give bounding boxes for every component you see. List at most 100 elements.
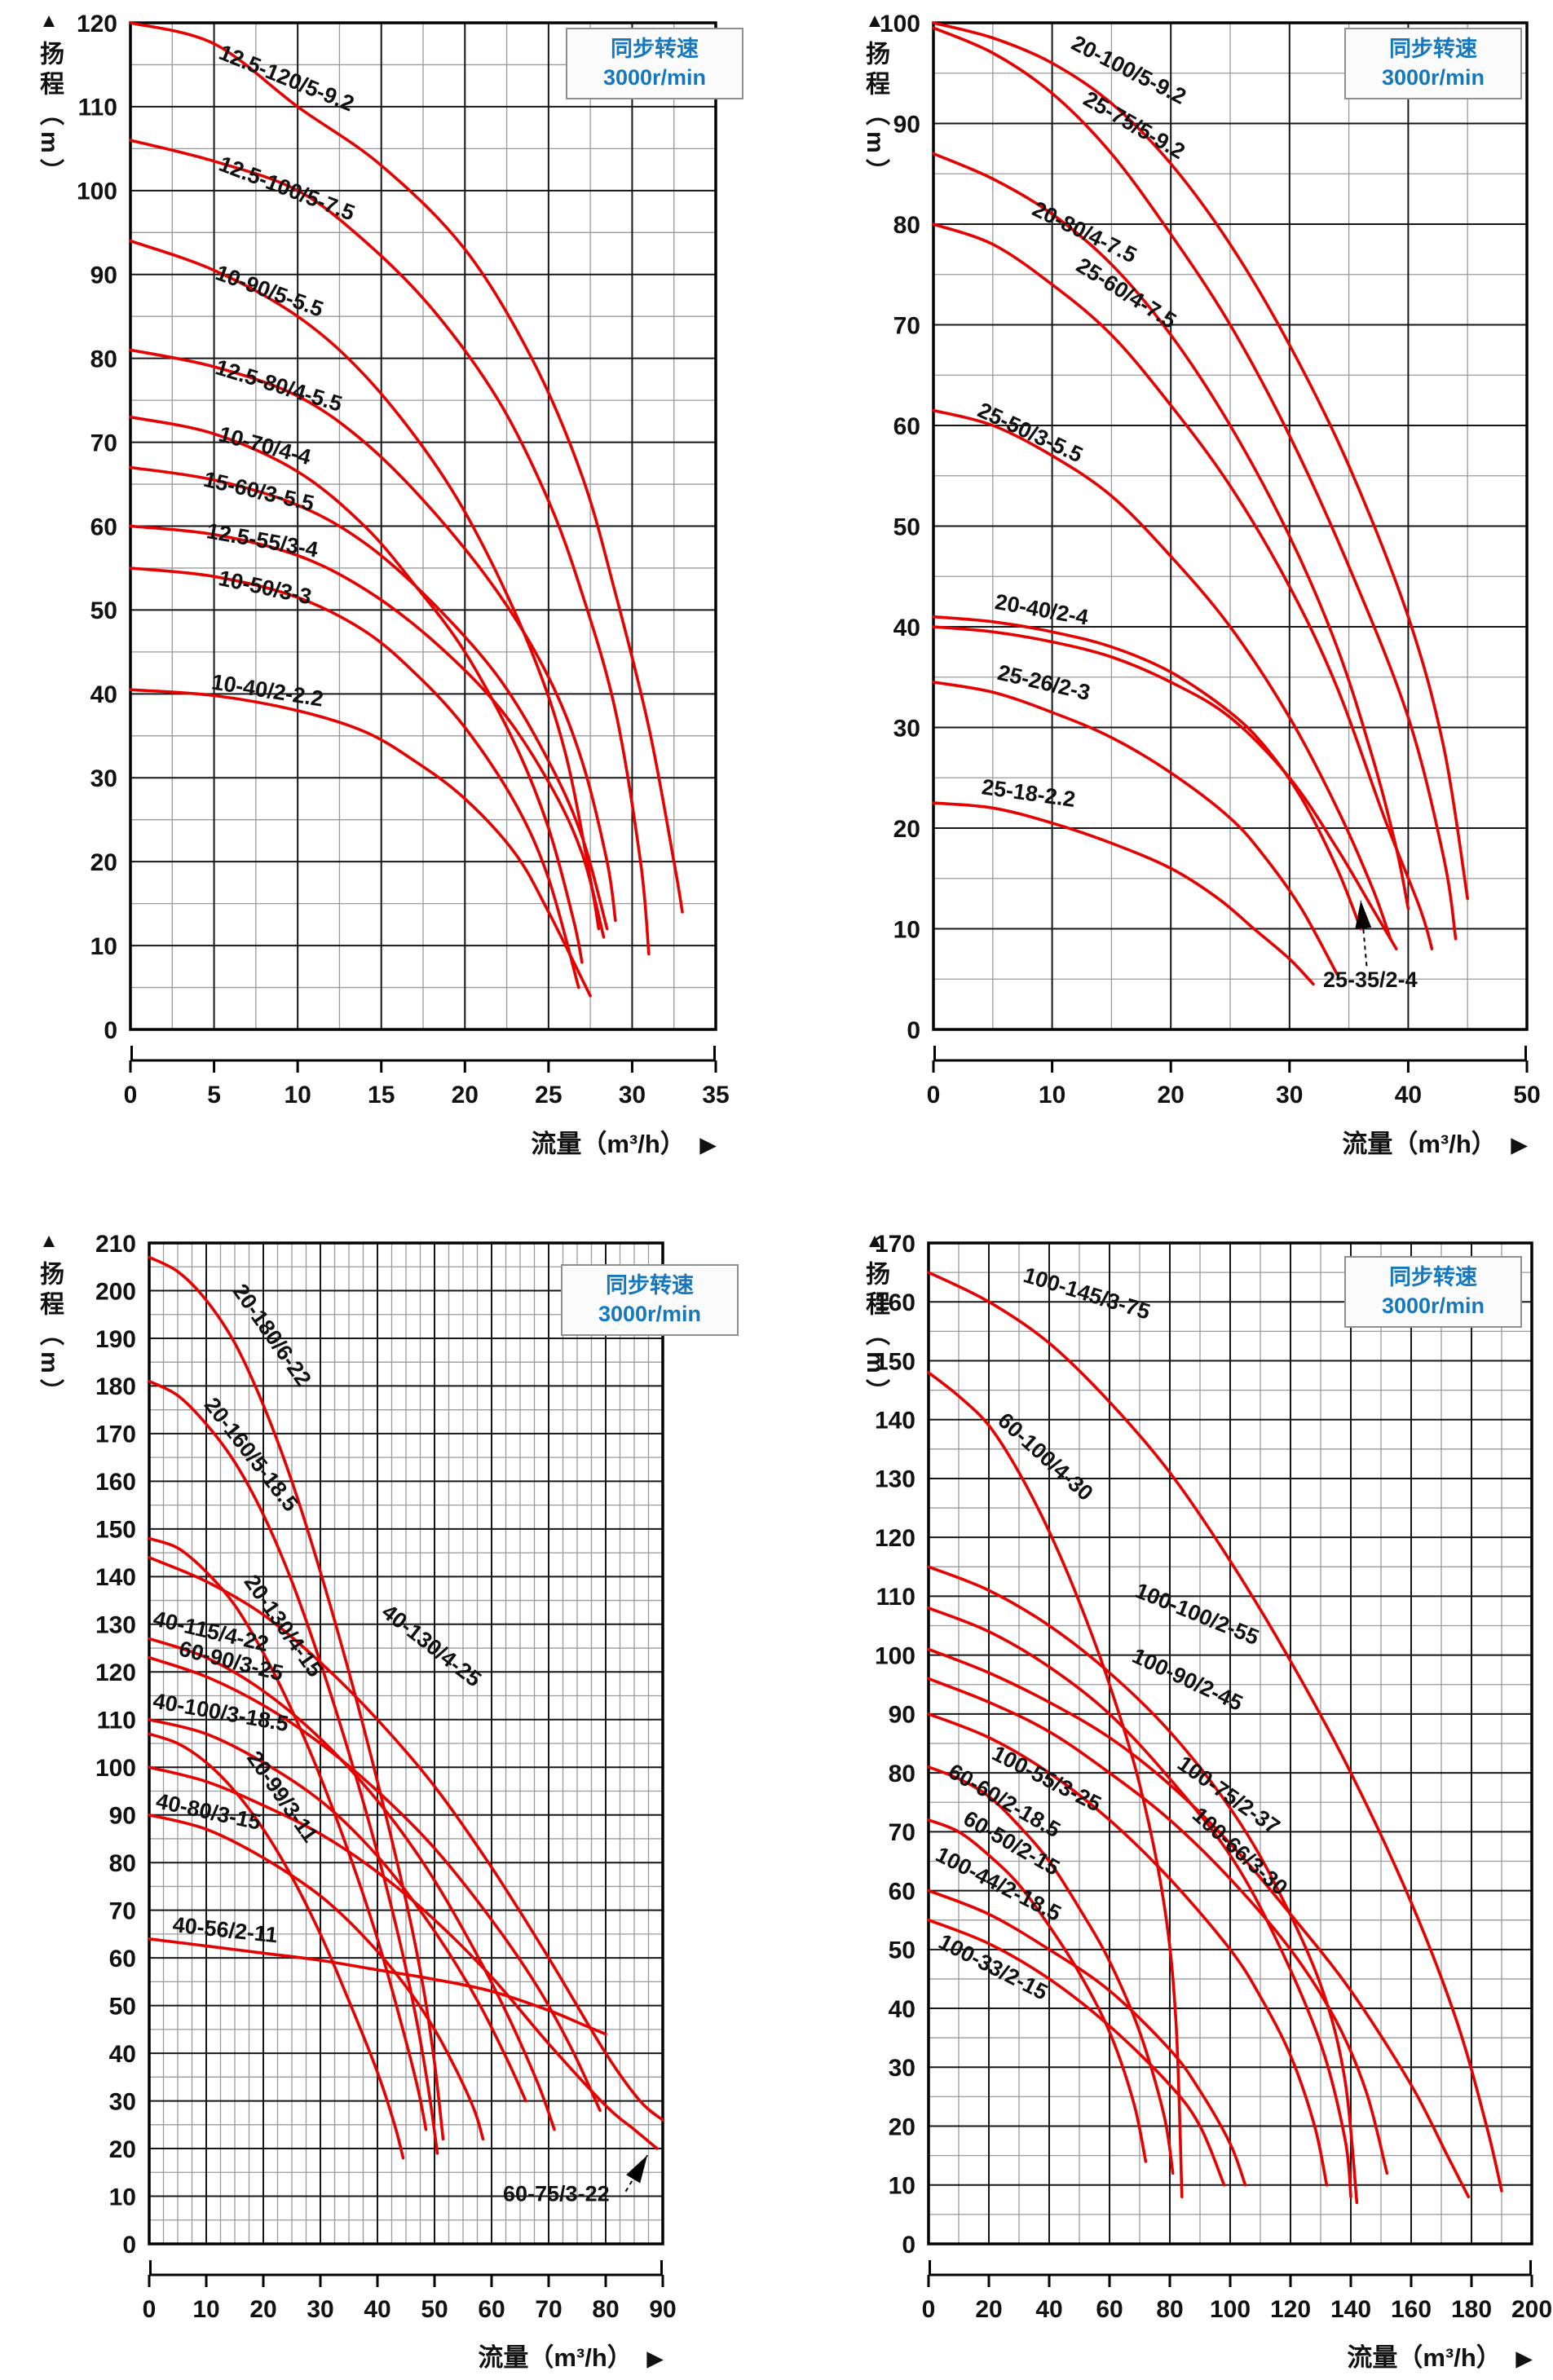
curve-60-100/4-30 bbox=[927, 1371, 1184, 2198]
curve-labels: 100-145/3-7560-100/4-30100-100/2-55100-9… bbox=[932, 1263, 1292, 2005]
svg-text:210: 210 bbox=[95, 1231, 136, 1258]
svg-text:12.5-100/5-7.5: 12.5-100/5-7.5 bbox=[216, 152, 359, 226]
curve-40-56/2-11 bbox=[148, 1937, 607, 2036]
svg-text:0: 0 bbox=[122, 2232, 136, 2259]
x-axis-bar: 0 10 20 30 40 50 bbox=[927, 1046, 1541, 1108]
x-axis-label: 流量（m³/h） bbox=[1342, 1130, 1497, 1158]
grid bbox=[932, 21, 1529, 1031]
svg-text:100: 100 bbox=[880, 11, 920, 37]
up-arrow-icon: ▲ bbox=[39, 10, 59, 32]
curve-10-50/3-3 bbox=[129, 566, 580, 989]
svg-text:10: 10 bbox=[192, 2296, 219, 2323]
y-tick-labels: 0 10 20 30 40 50 60 70 80 90 100 bbox=[880, 11, 920, 1044]
svg-text:100-90/2-45: 100-90/2-45 bbox=[1128, 1643, 1246, 1716]
chart-bottom-right: 0 10 20 30 40 50 60 70 80 90 100 110 120 130 140 150 160… bbox=[779, 1186, 1553, 2380]
svg-text:10-70/4-4: 10-70/4-4 bbox=[216, 421, 313, 469]
curves bbox=[932, 21, 1469, 986]
speed-box-line1: 同步转速 bbox=[611, 37, 699, 61]
svg-text:140: 140 bbox=[95, 1564, 136, 1591]
svg-text:25: 25 bbox=[535, 1082, 562, 1108]
svg-text:10-90/5-5.5: 10-90/5-5.5 bbox=[213, 260, 327, 321]
up-arrow-icon: ▲ bbox=[865, 10, 885, 32]
svg-text:70: 70 bbox=[109, 1897, 136, 1924]
svg-text:20: 20 bbox=[975, 2296, 1002, 2323]
svg-text:30: 30 bbox=[1276, 1082, 1303, 1108]
svg-text:5: 5 bbox=[207, 1082, 221, 1108]
svg-text:60: 60 bbox=[109, 1946, 136, 1972]
svg-text:30: 30 bbox=[619, 1082, 646, 1108]
svg-text:80: 80 bbox=[1156, 2296, 1183, 2323]
svg-text:80: 80 bbox=[592, 2296, 619, 2323]
curve-60-75/3-22 bbox=[148, 1765, 659, 2150]
svg-text:30: 30 bbox=[893, 715, 920, 742]
curve-40-115/4-22 bbox=[148, 1637, 556, 2131]
svg-text:150: 150 bbox=[95, 1517, 136, 1544]
svg-text:60: 60 bbox=[893, 413, 920, 440]
curve-plot: 0 10 20 30 40 50 60 70 80 90 100 110 120 0 5 10 15 20 25 30… bbox=[77, 11, 730, 1108]
svg-text:10: 10 bbox=[90, 933, 117, 960]
curve-15-60/3-5.5 bbox=[129, 465, 609, 931]
curve-60-90/3-25 bbox=[148, 1655, 602, 2113]
curve-10-40/2-2.2 bbox=[129, 688, 592, 998]
svg-text:160: 160 bbox=[875, 1289, 915, 1316]
annotation: 60-75/3-22 bbox=[503, 2154, 648, 2206]
annotation: 25-35/2-4 bbox=[1323, 900, 1418, 992]
svg-text:140: 140 bbox=[875, 1408, 915, 1435]
svg-text:40: 40 bbox=[893, 615, 920, 641]
svg-text:0: 0 bbox=[927, 1082, 941, 1108]
x-axis-label: 流量（m³/h） bbox=[478, 2343, 633, 2372]
curve-100-75/2-37 bbox=[927, 1647, 1471, 2198]
up-arrow-icon: ▲ bbox=[39, 1230, 59, 1252]
svg-text:110: 110 bbox=[97, 1708, 136, 1734]
svg-text:160: 160 bbox=[95, 1469, 136, 1496]
svg-text:30: 30 bbox=[307, 2296, 333, 2323]
svg-text:40-80/3-15: 40-80/3-15 bbox=[154, 1788, 263, 1834]
svg-text:60: 60 bbox=[889, 1878, 915, 1905]
svg-text:90: 90 bbox=[889, 1702, 915, 1729]
svg-text:20: 20 bbox=[90, 849, 117, 876]
curve-12.5-80/4-5.5 bbox=[129, 348, 617, 922]
right-arrow-icon: ▶ bbox=[646, 2347, 663, 2370]
speed-box-line2: 3000r/min bbox=[602, 65, 707, 90]
svg-text:120: 120 bbox=[875, 1525, 915, 1552]
svg-text:25-18-2.2: 25-18-2.2 bbox=[980, 774, 1077, 812]
curve-25-50/3-5.5 bbox=[932, 408, 1392, 941]
svg-text:40: 40 bbox=[889, 1996, 915, 2023]
curve-12.5-100/5-7.5 bbox=[129, 139, 651, 956]
svg-text:10: 10 bbox=[889, 2173, 915, 2200]
svg-text:100: 100 bbox=[1210, 2296, 1251, 2323]
right-arrow-icon: ▶ bbox=[1515, 2347, 1532, 2370]
svg-text:60-75/3-22: 60-75/3-22 bbox=[503, 2181, 610, 2206]
svg-text:20: 20 bbox=[249, 2296, 276, 2323]
svg-text:35: 35 bbox=[702, 1082, 729, 1108]
curve-40-100/3-18.5 bbox=[148, 1718, 527, 2103]
x-axis-title: 流量（m³/h） ▶ bbox=[531, 1123, 716, 1160]
svg-text:0: 0 bbox=[104, 1017, 117, 1044]
y-axis-label: 扬程（m） bbox=[862, 41, 889, 189]
curve-10-90/5-5.5 bbox=[129, 239, 601, 931]
curve-100-44/2-18.5 bbox=[927, 1889, 1247, 2187]
curves bbox=[129, 21, 684, 998]
svg-text:10: 10 bbox=[284, 1082, 311, 1108]
svg-text:100: 100 bbox=[875, 1642, 915, 1669]
right-arrow-icon: ▶ bbox=[699, 1134, 716, 1157]
svg-text:12.5-55/3-4: 12.5-55/3-4 bbox=[205, 518, 320, 562]
x-axis-label: 流量（m³/h） bbox=[531, 1130, 686, 1158]
x-axis-title: 流量（m³/h） ▶ bbox=[478, 2337, 663, 2373]
svg-text:100-145/3-75: 100-145/3-75 bbox=[1021, 1263, 1153, 1324]
y-axis-title: ▲ 扬程（m） bbox=[31, 1232, 67, 1409]
svg-text:140: 140 bbox=[1330, 2296, 1371, 2323]
svg-text:100: 100 bbox=[77, 178, 117, 205]
svg-text:120: 120 bbox=[77, 11, 117, 37]
svg-text:20: 20 bbox=[889, 2113, 915, 2140]
up-arrow-icon: ▲ bbox=[865, 1230, 885, 1252]
x-axis-title: 流量（m³/h） ▶ bbox=[1347, 2337, 1532, 2373]
svg-text:40: 40 bbox=[90, 681, 117, 708]
grid bbox=[927, 1241, 1533, 2246]
svg-text:110: 110 bbox=[876, 1584, 915, 1611]
curve-20-40/2-4 bbox=[932, 615, 1362, 931]
curve-20-100/5-9.2 bbox=[932, 21, 1469, 901]
y-axis-label: 扬程（m） bbox=[862, 1261, 889, 1409]
